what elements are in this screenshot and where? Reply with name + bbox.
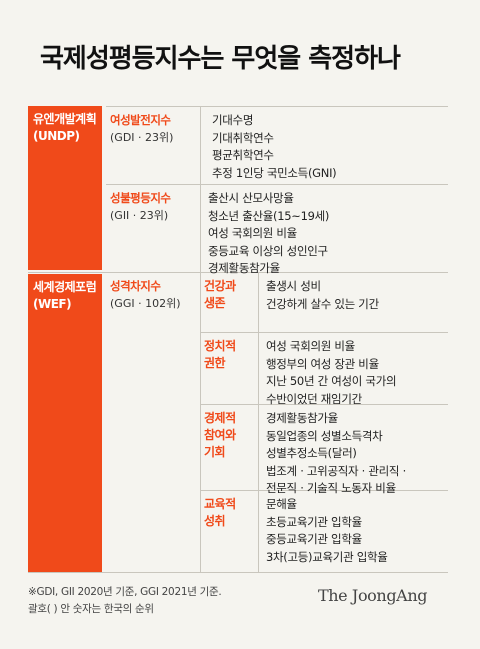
org-abbr: (WEF) (33, 297, 72, 311)
list-item: 경제활동참가율 (208, 261, 280, 275)
org-abbr: (UNDP) (33, 129, 80, 143)
row-divider (200, 332, 448, 333)
footnote-line: ※GDI, GII 2020년 기준, GGI 2021년 기준. (28, 586, 222, 598)
index-rank: (GGI · 102위) (110, 297, 181, 310)
category-label: 경제적 (204, 411, 236, 425)
category-politics: 정치적 권한 (200, 338, 256, 372)
list-item: 평균취학연수 (212, 148, 274, 162)
gii-item-list: 출산시 산모사망율 청소년 출산율(15~19세) 여성 국회의원 비율 중등교… (208, 190, 329, 278)
index-ggi: 성격차지수 (GGI · 102위) (106, 278, 200, 312)
list-item: 성별추정소득(달러) (266, 446, 357, 460)
list-item: 지난 50년 간 여성이 국가의 (266, 374, 397, 388)
footnote-line: 괄호( ) 안 숫자는 한국의 순위 (28, 603, 154, 615)
list-item: 경제활동참가율 (266, 411, 338, 425)
list-item: 동일업종의 성별소득격차 (266, 428, 383, 443)
row-divider (106, 106, 448, 107)
list-item: 초등교육기관 입학율 (266, 514, 362, 529)
category-education: 교육적 성취 (200, 496, 256, 530)
index-gdi: 여성발전지수 (GDI · 23위) (106, 112, 200, 146)
row-divider (28, 272, 448, 273)
list-item: 여성 국회의원 비율 (208, 226, 297, 240)
row-divider (106, 184, 448, 185)
politics-item-list: 여성 국회의원 비율 행정부의 여성 장관 비율 지난 50년 간 여성이 국가… (266, 338, 397, 408)
index-table: 유엔개발계획 (UNDP) 세계경제포럼 (WEF) 여성발전지수 (GDI ·… (28, 106, 448, 573)
column-divider (200, 106, 201, 572)
category-label: 기회 (204, 445, 226, 459)
page-title: 국제성평등지수는 무엇을 측정하나 (40, 44, 401, 74)
health-item-list: 출생시 성비 건강하게 살수 있는 기간 (266, 278, 379, 313)
category-health: 건강과 생존 (200, 278, 256, 312)
category-label: 건강과 (204, 279, 236, 293)
list-item: 청소년 출산율(15~19세) (208, 208, 330, 223)
list-item: 중등교육 이상의 성인인구 (208, 243, 328, 258)
index-name: 성불평등지수 (110, 191, 171, 205)
list-item: 기대수명 (212, 113, 254, 127)
row-divider (200, 490, 448, 491)
list-item: 문해율 (266, 497, 297, 511)
category-economy: 경제적 참여와 기회 (200, 410, 256, 461)
org-name: 유엔개발계획 (33, 112, 97, 126)
index-name: 여성발전지수 (110, 113, 171, 127)
index-rank: (GDI · 23위) (110, 131, 174, 144)
list-item: 여성 국회의원 비율 (266, 339, 355, 353)
org-name: 세계경제포럼 (33, 280, 97, 294)
category-label: 교육적 (204, 497, 236, 511)
index-name: 성격차지수 (110, 279, 161, 293)
row-divider (200, 404, 448, 405)
column-divider (258, 272, 259, 572)
index-gii: 성불평등지수 (GII · 23위) (106, 190, 200, 224)
list-item: 출산시 산모사망율 (208, 191, 294, 205)
row-divider (28, 572, 448, 573)
category-label: 생존 (204, 296, 226, 310)
category-label: 참여와 (204, 428, 236, 442)
index-rank: (GII · 23위) (110, 209, 169, 222)
list-item: 출생시 성비 (266, 279, 321, 293)
list-item: 기대취학연수 (212, 130, 274, 145)
publisher-logo: The JoongAng (318, 586, 428, 605)
list-item: 중등교육기관 입학율 (266, 532, 362, 546)
list-item: 수반이었던 재임기간 (266, 391, 362, 406)
list-item: 행정부의 여성 장관 비율 (266, 356, 379, 371)
economy-item-list: 경제활동참가율 동일업종의 성별소득격차 성별추정소득(달러) 법조계 · 고위… (266, 410, 406, 498)
footnote: ※GDI, GII 2020년 기준, GGI 2021년 기준. 괄호( ) … (28, 584, 222, 618)
list-item: 3차(고등)교육기관 입학율 (266, 549, 388, 564)
category-label: 성취 (204, 514, 226, 528)
gdi-item-list: 기대수명 기대취학연수 평균취학연수 추정 1인당 국민소득(GNI) (212, 112, 337, 182)
list-item: 전문직 · 기술직 노동자 비율 (266, 481, 396, 495)
category-label: 권한 (204, 356, 226, 370)
org-cell-wef: 세계경제포럼 (WEF) (28, 274, 102, 572)
org-cell-undp: 유엔개발계획 (UNDP) (28, 106, 102, 270)
education-item-list: 문해율 초등교육기관 입학율 중등교육기관 입학율 3차(고등)교육기관 입학율 (266, 496, 388, 566)
list-item: 추정 1인당 국민소득(GNI) (212, 165, 337, 180)
list-item: 법조계 · 고위공직자 · 관리직 · (266, 463, 406, 478)
list-item: 건강하게 살수 있는 기간 (266, 296, 379, 311)
category-label: 정치적 (204, 339, 236, 353)
